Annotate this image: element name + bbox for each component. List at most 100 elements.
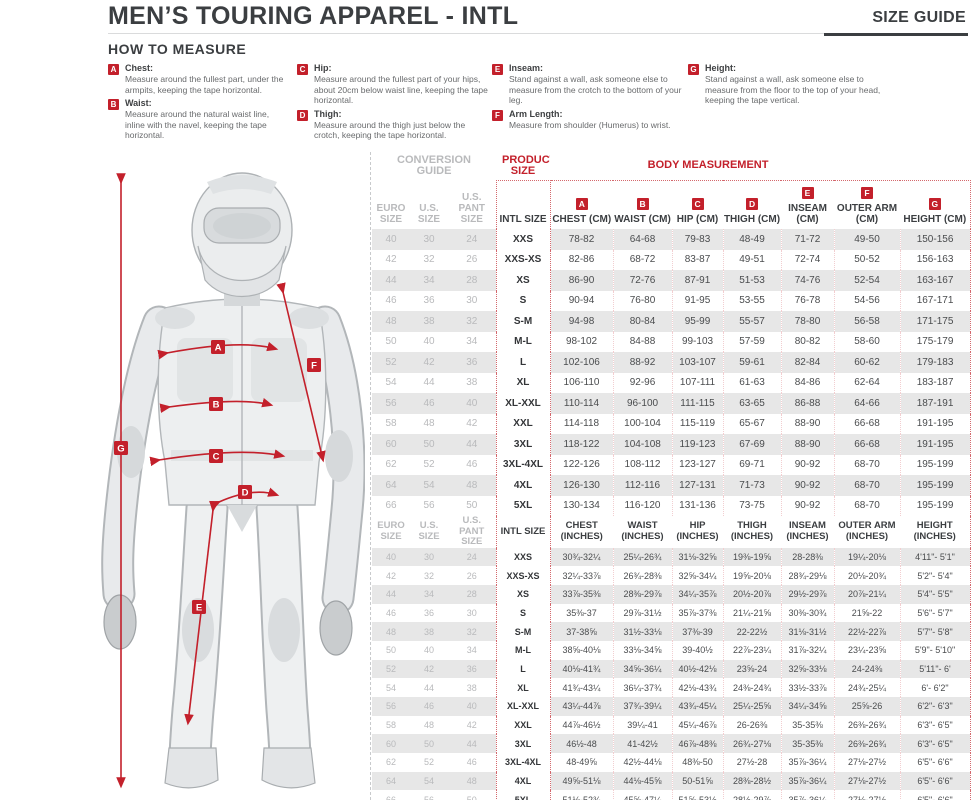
table-row: 58 48 42 XXL 44⅞-46½ 39¼-41 45¼-46⅞ 26-26⅜ 35-35… bbox=[372, 715, 971, 735]
size-cell: 56 bbox=[372, 393, 410, 414]
size-cell: 30 bbox=[466, 607, 477, 618]
size-cell: 37¾-39¼ bbox=[612, 697, 672, 716]
product-size-header: PRODUCT SIZE bbox=[502, 153, 550, 177]
size-cell: 34⅝-36¼ bbox=[612, 659, 672, 679]
size-cell: 175-179 bbox=[899, 331, 971, 352]
size-cell: 30 bbox=[410, 229, 448, 250]
size-cell: 82-84 bbox=[780, 352, 835, 373]
size-cell: 5'11"- 6' bbox=[899, 659, 971, 679]
size-cell: S bbox=[495, 603, 551, 623]
size-cell: 171-175 bbox=[899, 311, 971, 332]
table-row: 44 34 28 XS 33⅞-35⅜ 28⅜-29⅞ 34¼-35⅞ 20½-20⅞ 29½-… bbox=[372, 584, 971, 604]
size-cell: 40 bbox=[372, 547, 410, 567]
cm-column-header-row: EURO SIZE U.S. SIZE U.S. PANT SIZE INTL … bbox=[372, 180, 971, 229]
size-cell: 44 bbox=[372, 584, 410, 604]
size-cell: 34 bbox=[466, 645, 477, 656]
size-cell: 68-70 bbox=[833, 475, 901, 496]
size-cell: 107-111 bbox=[671, 372, 724, 393]
size-cell: 40 bbox=[423, 645, 434, 656]
size-cell: 126-130 bbox=[549, 475, 614, 496]
size-cell: 38 bbox=[410, 622, 448, 641]
cm-table-body: 40 30 24 XXS 78-82 64-68 79-83 48-49 71-72 49-50 1… bbox=[372, 229, 971, 516]
size-cell: 36 bbox=[448, 352, 497, 373]
instruction-text: Measure around the thigh just below the … bbox=[314, 119, 466, 141]
size-cell: 110-114 bbox=[549, 393, 614, 414]
size-cell: 26¾-27⅛ bbox=[722, 734, 781, 754]
size-cell: 195-199 bbox=[899, 475, 971, 496]
size-cell: 35⅞-37⅜ bbox=[671, 603, 723, 623]
size-cell: 27⅛-27½ bbox=[833, 771, 900, 791]
size-cell: 42 bbox=[466, 720, 477, 731]
size-cell: 45⅝-47¼ bbox=[612, 790, 672, 800]
instruction-text: Measure around the fullest part of your … bbox=[314, 74, 488, 105]
instructions-col-3: E Inseam: Stand against a wall, ask some… bbox=[492, 63, 682, 133]
size-cell: 32 bbox=[423, 254, 435, 266]
mannequin-svg: A B C D E F G bbox=[101, 172, 366, 789]
size-cell: L bbox=[495, 352, 551, 373]
size-cell: S-M bbox=[495, 622, 551, 641]
size-cell: 49-50 bbox=[833, 229, 901, 250]
col-header-inseam-cm: E INSEAM (CM) bbox=[781, 180, 835, 229]
size-cell: 33⅛-34⅝ bbox=[612, 640, 672, 660]
size-cell: 91-95 bbox=[671, 290, 724, 311]
size-guide-tab[interactable]: SIZE GUIDE bbox=[824, 9, 968, 36]
size-cell: 44 bbox=[423, 682, 434, 693]
size-cell: 28¾-29⅛ bbox=[780, 566, 834, 585]
col-header-chest-inches: CHEST (INCHES) bbox=[549, 516, 613, 548]
size-cell: 64-66 bbox=[833, 393, 901, 414]
table-row: 62 52 46 3XL-4XL 122-126 108-112 123-127 69-71 9… bbox=[372, 454, 971, 475]
instruction-waist: B Waist: Measure around the natural wais… bbox=[108, 98, 290, 141]
hip-letter-badge: C bbox=[297, 64, 308, 75]
size-cell: 38⅝-40⅛ bbox=[549, 640, 613, 660]
size-cell: 24¾-25¼ bbox=[833, 678, 900, 697]
size-cell: 56-58 bbox=[833, 311, 901, 332]
size-cell: 36 bbox=[423, 607, 434, 618]
size-cell: 32⅝-33⅛ bbox=[780, 659, 834, 679]
size-cell: XXS-XS bbox=[495, 566, 551, 585]
size-cell: 72-74 bbox=[780, 249, 835, 270]
size-cell: S-M bbox=[495, 311, 551, 332]
size-cell: 66-68 bbox=[833, 413, 901, 434]
size-cell: 191-195 bbox=[899, 413, 971, 434]
size-cell: 95-99 bbox=[671, 311, 724, 332]
size-cell: 21⅝-22 bbox=[833, 603, 900, 623]
size-cell: 46 bbox=[410, 697, 448, 716]
size-cell: M-L bbox=[495, 640, 551, 660]
instruction-label: Chest: bbox=[125, 63, 154, 73]
size-cell: 48 bbox=[423, 720, 434, 731]
size-cell: 46⅞-48⅜ bbox=[671, 734, 723, 754]
size-cell: 25¼-26¾ bbox=[612, 547, 672, 567]
size-cell: 5'7"- 5'8" bbox=[899, 622, 971, 641]
size-cell: 167-171 bbox=[899, 290, 971, 311]
size-cell: 90-92 bbox=[780, 475, 835, 496]
size-cell: 48 bbox=[423, 418, 435, 430]
size-cell: 62 bbox=[385, 459, 397, 471]
instructions-col-2: C Hip: Measure around the fullest part o… bbox=[297, 63, 492, 144]
instruction-text: Measure from shoulder (Humerus) to wrist… bbox=[509, 119, 671, 130]
table-row: 42 32 26 XXS-XS 32¼-33⅞ 26¾-28⅜ 32⅝-34¼ 19⅝-20⅛… bbox=[372, 566, 971, 585]
size-cell: 195-199 bbox=[899, 495, 971, 516]
size-cell: 28 bbox=[448, 270, 497, 291]
size-cell: 52 bbox=[372, 352, 410, 373]
figure-label-thigh: D bbox=[242, 488, 249, 499]
size-cell: 40 bbox=[372, 229, 410, 250]
size-cell: 187-191 bbox=[899, 393, 971, 414]
size-cell: 44 bbox=[372, 270, 410, 291]
size-cell: 30⅜-30¾ bbox=[780, 603, 834, 623]
size-cell: 37-38⅝ bbox=[549, 622, 613, 641]
size-cell: 79-83 bbox=[671, 229, 724, 250]
table-row: 42 32 26 XXS-XS 82-86 68-72 83-87 49-51 72-74 50-… bbox=[372, 249, 971, 270]
cm-size-table: CONVERSION GUIDE PRODUCT SIZE BODY MEASU… bbox=[372, 152, 971, 516]
instruction-label: Waist: bbox=[125, 98, 152, 108]
size-cell: 127-131 bbox=[671, 475, 724, 496]
group-header-row: CONVERSION GUIDE PRODUCT SIZE BODY MEASU… bbox=[372, 152, 970, 181]
size-cell: 6'5"- 6'6" bbox=[899, 771, 971, 791]
page-title: MEN’S TOURING APPAREL - INTL bbox=[108, 2, 519, 30]
instruction-thigh: D Thigh: Measure around the thigh just b… bbox=[297, 109, 492, 141]
size-cell: 87-91 bbox=[671, 270, 724, 291]
col-header-us-size: U.S. SIZE bbox=[418, 520, 440, 542]
size-cell: 76-78 bbox=[780, 290, 835, 311]
size-cell: 48 bbox=[372, 311, 410, 332]
col-header-intl-size: INTL SIZE bbox=[495, 180, 551, 229]
size-cell: 49-51 bbox=[722, 249, 782, 270]
